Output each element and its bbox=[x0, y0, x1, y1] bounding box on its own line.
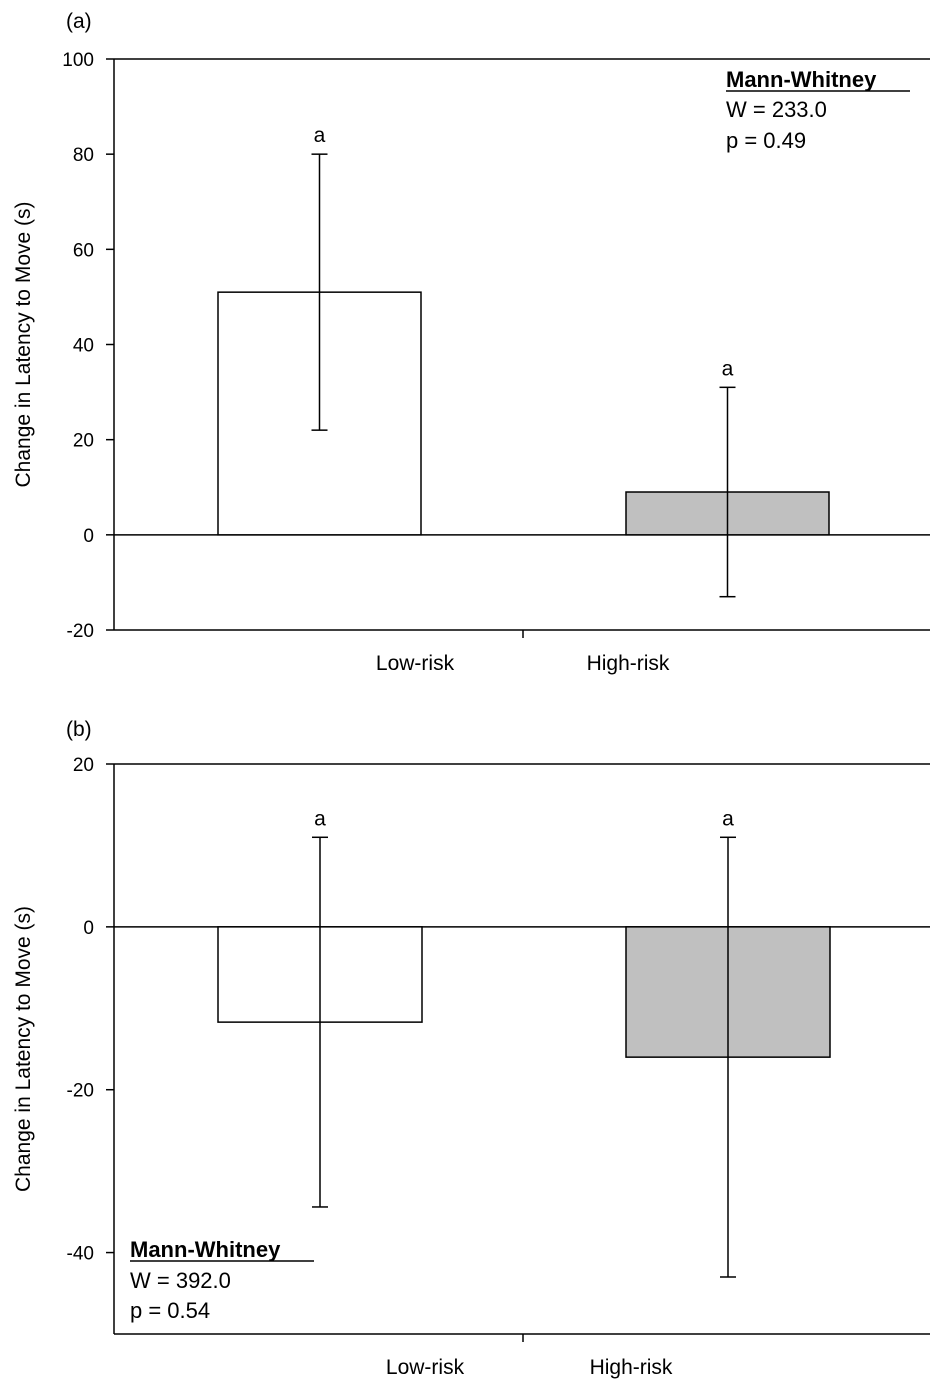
stats-title: Mann-Whitney bbox=[130, 1237, 281, 1262]
stats-line: p = 0.49 bbox=[726, 128, 806, 153]
stats-line: W = 392.0 bbox=[130, 1268, 231, 1293]
stats-line: W = 233.0 bbox=[726, 97, 827, 122]
y-tick-label: 0 bbox=[83, 918, 94, 939]
y-tick-label: -20 bbox=[67, 1081, 94, 1102]
y-tick-label: 40 bbox=[73, 336, 94, 357]
y-tick-label: -40 bbox=[67, 1244, 94, 1265]
y-tick-label: 20 bbox=[73, 431, 94, 452]
significance-letter-0: a bbox=[314, 807, 326, 830]
significance-letter-1: a bbox=[722, 357, 734, 380]
significance-letter-1: a bbox=[722, 807, 734, 830]
y-tick-label: 0 bbox=[83, 526, 94, 547]
category-label-1: High-risk bbox=[587, 652, 670, 675]
y-axis-title: Change in Latency to Move (s) bbox=[12, 906, 35, 1192]
y-tick-label: 60 bbox=[73, 240, 94, 261]
y-tick-label: 80 bbox=[73, 145, 94, 166]
category-label-0: Low-risk bbox=[386, 1356, 465, 1379]
panel-label: (a) bbox=[66, 10, 92, 33]
y-axis-title: Change in Latency to Move (s) bbox=[12, 202, 35, 488]
stats-title: Mann-Whitney bbox=[726, 67, 877, 92]
panel-label: (b) bbox=[66, 718, 92, 741]
significance-letter-0: a bbox=[314, 124, 326, 147]
category-label-1: High-risk bbox=[590, 1356, 673, 1379]
y-tick-label: 20 bbox=[73, 755, 94, 776]
y-tick-label: 100 bbox=[62, 50, 94, 71]
y-tick-label: -20 bbox=[67, 621, 94, 642]
stats-line: p = 0.54 bbox=[130, 1298, 210, 1323]
category-label-0: Low-risk bbox=[376, 652, 455, 675]
